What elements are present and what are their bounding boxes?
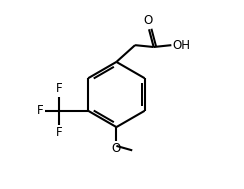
Text: F: F bbox=[37, 104, 44, 117]
Text: F: F bbox=[56, 126, 63, 139]
Text: O: O bbox=[143, 14, 153, 27]
Text: O: O bbox=[112, 142, 121, 155]
Text: F: F bbox=[56, 82, 63, 95]
Text: OH: OH bbox=[173, 39, 191, 52]
